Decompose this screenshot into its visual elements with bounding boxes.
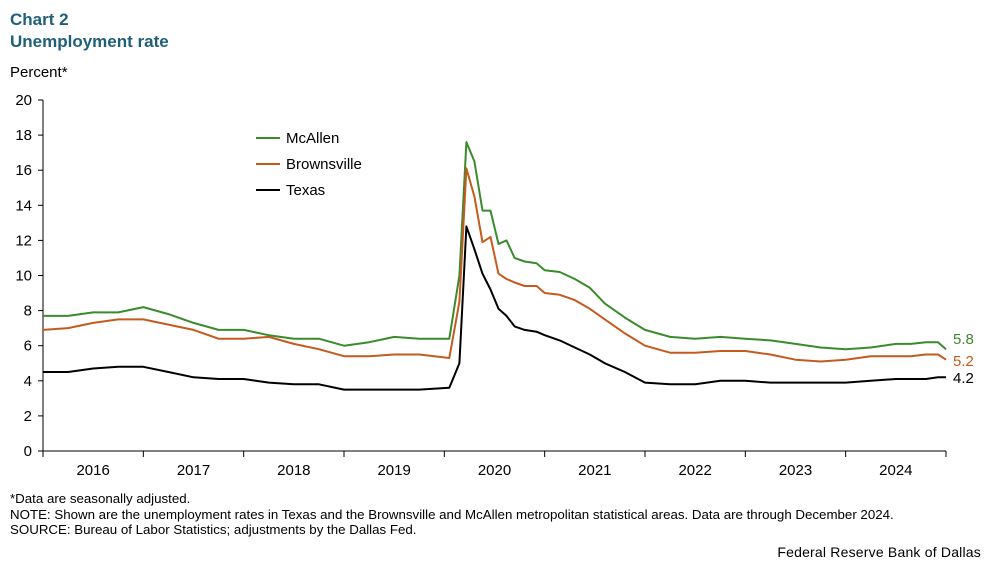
y-tick-label: 0 — [24, 443, 32, 460]
note-text: NOTE: Shown are the unemployment rates i… — [10, 506, 894, 522]
end-value-label: 5.2 — [953, 353, 974, 370]
source-text: SOURCE: Bureau of Labor Statistics; adju… — [10, 522, 417, 537]
credit: Federal Reserve Bank of Dallas — [777, 544, 981, 560]
y-tick-label: 20 — [15, 92, 32, 109]
legend-label: Brownsville — [286, 156, 362, 173]
chart-notes: *Data are seasonally adjusted. NOTE: Sho… — [10, 491, 970, 538]
series-line-mcallen — [43, 141, 947, 351]
y-tick-label: 12 — [15, 232, 32, 249]
y-axis: 0 2 4 6 8 10 12 14 16 18 20 — [15, 92, 44, 460]
y-tick-label: 4 — [24, 373, 32, 390]
x-tick-label: 2020 — [478, 462, 511, 479]
x-tick-label: 2021 — [578, 462, 611, 479]
legend-label: McAllen — [286, 130, 339, 147]
chart-label: Chart 2 — [10, 10, 69, 29]
chart-title: Unemployment rate — [10, 32, 169, 51]
series-line-brownsville — [42, 167, 947, 363]
end-value-label: 5.8 — [953, 331, 974, 348]
legend: McAllen Brownsville Texas — [256, 130, 362, 199]
x-tick-label: 2024 — [879, 462, 912, 479]
footnote: *Data are seasonally adjusted. — [10, 491, 191, 506]
x-tick-label: 2023 — [779, 462, 812, 479]
y-tick-label: 2 — [24, 408, 32, 425]
x-tick-label: 2017 — [177, 462, 210, 479]
x-tick-label: 2019 — [377, 462, 410, 479]
end-value-label: 4.2 — [953, 370, 974, 387]
x-tick-label: 2022 — [678, 462, 711, 479]
y-tick-label: 10 — [15, 268, 32, 285]
end-labels: 5.8 5.24.2 — [953, 331, 974, 387]
y-tick-label: 6 — [24, 338, 32, 355]
y-tick-label: 8 — [24, 303, 32, 320]
y-axis-label: Percent* — [10, 64, 68, 81]
y-tick-label: 14 — [15, 197, 32, 214]
y-tick-label: 16 — [15, 162, 32, 179]
series-line-texas — [43, 225, 946, 391]
x-axis: 2016 2017 2018 2019 2020 2021 2022 2023 2024 — [42, 450, 947, 479]
x-tick-label: 2016 — [76, 462, 109, 479]
series-lines — [42, 141, 947, 391]
legend-label: Texas — [286, 182, 325, 199]
y-tick-label: 18 — [15, 127, 32, 144]
x-tick-label: 2018 — [277, 462, 310, 479]
